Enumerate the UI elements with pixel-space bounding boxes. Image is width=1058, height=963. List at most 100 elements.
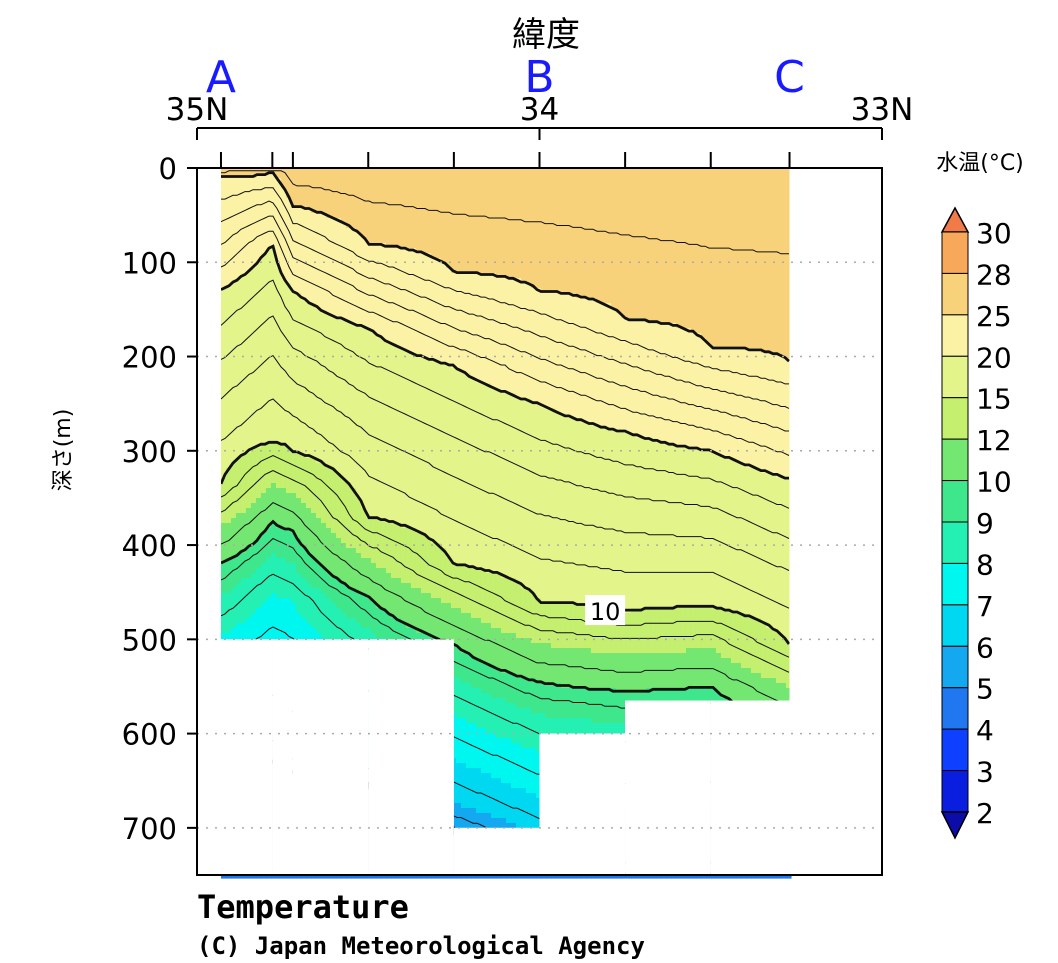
- temperature-cell: [335, 468, 342, 474]
- temperature-cell: [360, 193, 367, 199]
- temperature-cell: [225, 418, 232, 424]
- temperature-cell: [370, 338, 377, 344]
- temperature-cell: [365, 318, 372, 324]
- temperature-cell: [350, 333, 357, 339]
- temperature-cell: [305, 188, 312, 194]
- temperature-cell: [375, 188, 382, 194]
- temperature-cell: [345, 253, 352, 259]
- temperature-cell: [235, 628, 242, 634]
- temperature-cell: [255, 483, 262, 489]
- temperature-cell: [305, 518, 312, 524]
- temperature-cell: [310, 518, 317, 524]
- temperature-cell: [220, 183, 227, 189]
- temperature-cell: [250, 273, 257, 279]
- temperature-cell: [395, 238, 402, 244]
- temperature-cell: [340, 373, 347, 379]
- temperature-cell: [270, 478, 277, 484]
- temperature-cell: [320, 178, 327, 184]
- temperature-cell: [225, 463, 232, 469]
- temperature-cell: [290, 498, 297, 504]
- temperature-cell: [240, 388, 247, 394]
- temperature-cell: [350, 498, 357, 504]
- temperature-cell: [270, 628, 277, 634]
- temperature-cell: [260, 498, 267, 504]
- temperature-cell: [310, 423, 317, 429]
- temperature-cell: [225, 428, 232, 434]
- temperature-cell: [390, 298, 397, 304]
- temperature-cell: [360, 358, 367, 364]
- temperature-cell: [295, 493, 302, 499]
- temperature-cell: [385, 173, 392, 179]
- temperature-cell: [310, 273, 317, 279]
- temperature-cell: [320, 483, 327, 489]
- temperature-cell: [290, 623, 297, 629]
- temperature-cell: [380, 548, 387, 554]
- temperature-cell: [265, 218, 272, 224]
- temperature-cell: [380, 513, 387, 519]
- temperature-cell: [380, 178, 387, 184]
- temperature-cell: [335, 198, 342, 204]
- temperature-cell: [265, 473, 272, 479]
- temperature-cell: [390, 438, 397, 444]
- temperature-cell: [240, 363, 247, 369]
- temperature-cell: [335, 343, 342, 349]
- temperature-cell: [355, 553, 362, 559]
- temperature-cell: [230, 303, 237, 309]
- temperature-cell: [235, 548, 242, 554]
- temperature-cell: [245, 183, 252, 189]
- temperature-cell: [320, 203, 327, 209]
- temperature-cell: [250, 198, 257, 204]
- temperature-cell: [305, 278, 312, 284]
- temperature-cell: [285, 258, 292, 264]
- temperature-cell: [345, 193, 352, 199]
- temperature-cell: [290, 278, 297, 284]
- temperature-cell: [325, 348, 332, 354]
- temperature-cell: [305, 223, 312, 229]
- temperature-cell: [240, 293, 247, 299]
- temperature-cell: [290, 408, 297, 414]
- temperature-cell: [375, 228, 382, 234]
- temperature-cell: [305, 558, 312, 564]
- temperature-cell: [390, 568, 397, 574]
- temperature-cell: [255, 388, 262, 394]
- temperature-cell: [275, 413, 282, 419]
- temperature-cell: [325, 513, 332, 519]
- temperature-cell: [265, 498, 272, 504]
- temperature-cell: [270, 223, 277, 229]
- temperature-cell: [390, 328, 397, 334]
- temperature-cell: [360, 413, 367, 419]
- temperature-cell: [365, 563, 372, 569]
- temperature-cell: [365, 633, 372, 639]
- temperature-cell: [390, 383, 397, 389]
- temperature-cell: [310, 223, 317, 229]
- temperature-cell: [365, 268, 372, 274]
- temperature-cell: [290, 183, 297, 189]
- temperature-cell: [310, 513, 317, 519]
- temperature-cell: [305, 428, 312, 434]
- temperature-cell: [255, 213, 262, 219]
- temperature-cell: [310, 488, 317, 494]
- temperature-cell: [310, 243, 317, 249]
- temperature-cell: [285, 308, 292, 314]
- temperature-cell: [300, 188, 307, 194]
- temperature-cell: [300, 313, 307, 319]
- temperature-cell: [300, 483, 307, 489]
- temperature-cell: [370, 203, 377, 209]
- temperature-cell: [340, 488, 347, 494]
- temperature-cell: [320, 238, 327, 244]
- temperature-cell: [285, 608, 292, 614]
- temperature-cell: [355, 583, 362, 589]
- temperature-cell: [315, 328, 322, 334]
- temperature-cell: [225, 228, 232, 234]
- temperature-cell: [330, 368, 337, 374]
- temperature-cell: [285, 328, 292, 334]
- temperature-cell: [290, 508, 297, 514]
- temperature-cell: [375, 538, 382, 544]
- temperature-cell: [220, 443, 227, 449]
- temperature-cell: [315, 568, 322, 574]
- temperature-cell: [365, 333, 372, 339]
- temperature-cell: [345, 518, 352, 524]
- temperature-cell: [280, 588, 287, 594]
- temperature-cell: [310, 368, 317, 374]
- temperature-cell: [245, 613, 252, 619]
